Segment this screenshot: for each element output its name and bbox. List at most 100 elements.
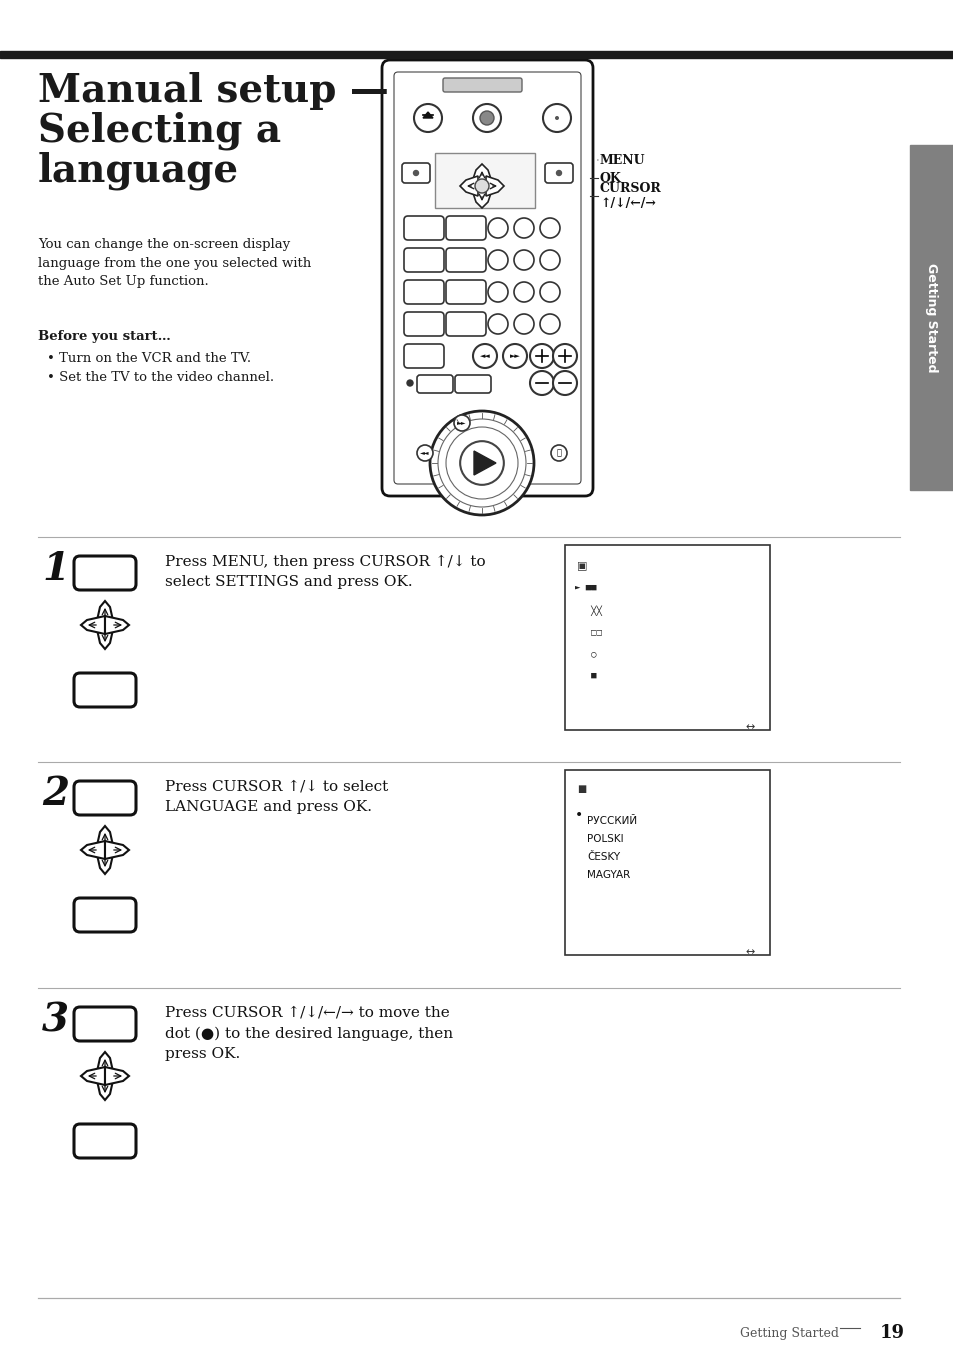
Text: ◄◄: ◄◄ (420, 450, 429, 455)
FancyBboxPatch shape (544, 163, 573, 183)
Circle shape (514, 314, 534, 333)
FancyBboxPatch shape (446, 215, 485, 240)
Polygon shape (459, 176, 477, 196)
Polygon shape (105, 841, 129, 859)
Circle shape (530, 344, 554, 369)
FancyBboxPatch shape (446, 248, 485, 272)
Text: ■: ■ (577, 785, 586, 794)
Circle shape (488, 251, 507, 270)
Text: You can change the on-screen display
language from the one you selected with
the: You can change the on-screen display lan… (38, 238, 311, 289)
FancyBboxPatch shape (416, 375, 453, 393)
FancyBboxPatch shape (74, 1007, 136, 1041)
Bar (564, 545, 769, 730)
Circle shape (479, 111, 494, 125)
Text: • Set the TV to the video channel.: • Set the TV to the video channel. (47, 371, 274, 383)
Circle shape (553, 371, 577, 396)
Text: POLSKI: POLSKI (586, 833, 623, 844)
Text: ↔: ↔ (744, 947, 754, 957)
Polygon shape (81, 617, 105, 634)
Polygon shape (472, 164, 492, 182)
Circle shape (539, 282, 559, 302)
Text: ↔: ↔ (744, 722, 754, 732)
FancyBboxPatch shape (403, 280, 443, 304)
Text: ○: ○ (575, 649, 596, 659)
Polygon shape (96, 850, 113, 874)
FancyBboxPatch shape (403, 215, 443, 240)
Circle shape (459, 442, 503, 485)
Polygon shape (96, 1051, 113, 1076)
Circle shape (539, 314, 559, 333)
Circle shape (488, 282, 507, 302)
FancyBboxPatch shape (403, 312, 443, 336)
Text: 2: 2 (42, 775, 69, 813)
Circle shape (413, 171, 418, 176)
Text: MAGYAR: MAGYAR (586, 870, 630, 879)
Circle shape (551, 444, 566, 461)
Text: ■: ■ (575, 671, 596, 680)
Circle shape (430, 411, 534, 515)
Text: ▣: ▣ (577, 561, 587, 570)
Circle shape (556, 171, 561, 176)
Circle shape (555, 117, 558, 121)
Bar (909, 145, 953, 491)
Circle shape (488, 218, 507, 238)
FancyBboxPatch shape (74, 898, 136, 932)
Bar (0, 51, 953, 58)
Circle shape (407, 379, 413, 386)
Circle shape (416, 444, 433, 461)
Text: 19: 19 (879, 1324, 904, 1341)
Circle shape (488, 314, 507, 333)
Text: ╳╳: ╳╳ (575, 604, 601, 615)
Text: Press CURSOR ↑/↓ to select
LANGUAGE and press OK.: Press CURSOR ↑/↓ to select LANGUAGE and … (165, 780, 388, 814)
Text: Getting Started: Getting Started (924, 263, 938, 373)
FancyBboxPatch shape (401, 163, 430, 183)
Circle shape (542, 104, 571, 131)
FancyBboxPatch shape (446, 312, 485, 336)
FancyBboxPatch shape (446, 280, 485, 304)
Text: • Turn on the VCR and the TV.: • Turn on the VCR and the TV. (47, 352, 251, 364)
Text: ◄◄: ◄◄ (479, 354, 490, 359)
Text: РУССКИЙ: РУССКИЙ (586, 816, 637, 827)
Text: ►►: ►► (456, 420, 466, 425)
Bar (435, 153, 535, 209)
Polygon shape (96, 827, 113, 850)
Circle shape (502, 344, 526, 369)
Polygon shape (81, 1066, 105, 1085)
Polygon shape (105, 617, 129, 634)
Polygon shape (96, 625, 113, 649)
FancyBboxPatch shape (381, 60, 593, 496)
FancyBboxPatch shape (74, 673, 136, 707)
Circle shape (473, 344, 497, 369)
FancyBboxPatch shape (74, 1125, 136, 1159)
Circle shape (539, 251, 559, 270)
Text: OK: OK (599, 172, 621, 184)
Text: Manual setup —: Manual setup — (38, 72, 389, 110)
Circle shape (475, 179, 489, 192)
Text: •: • (575, 808, 582, 822)
Circle shape (454, 415, 470, 431)
FancyBboxPatch shape (455, 375, 491, 393)
Circle shape (514, 218, 534, 238)
Text: ►►: ►► (509, 354, 519, 359)
FancyBboxPatch shape (74, 556, 136, 589)
Text: Getting Started: Getting Started (740, 1327, 838, 1340)
Text: □□: □□ (575, 627, 601, 635)
FancyBboxPatch shape (403, 248, 443, 272)
FancyBboxPatch shape (394, 72, 580, 484)
Circle shape (530, 371, 554, 396)
Circle shape (553, 344, 577, 369)
Bar (564, 770, 769, 955)
Text: Before you start…: Before you start… (38, 331, 171, 343)
Circle shape (514, 282, 534, 302)
Text: MENU: MENU (599, 153, 645, 167)
Text: Press MENU, then press CURSOR ↑/↓ to
select SETTINGS and press OK.: Press MENU, then press CURSOR ↑/↓ to sel… (165, 556, 485, 589)
Polygon shape (474, 451, 496, 476)
Circle shape (539, 218, 559, 238)
Polygon shape (105, 1066, 129, 1085)
Text: CURSOR
↑/↓/←/→: CURSOR ↑/↓/←/→ (599, 182, 661, 210)
Text: Selecting a: Selecting a (38, 112, 281, 150)
Polygon shape (422, 112, 433, 118)
Polygon shape (81, 841, 105, 859)
Text: ČESKY: ČESKY (586, 852, 619, 862)
Text: ► ■■: ► ■■ (575, 583, 596, 592)
